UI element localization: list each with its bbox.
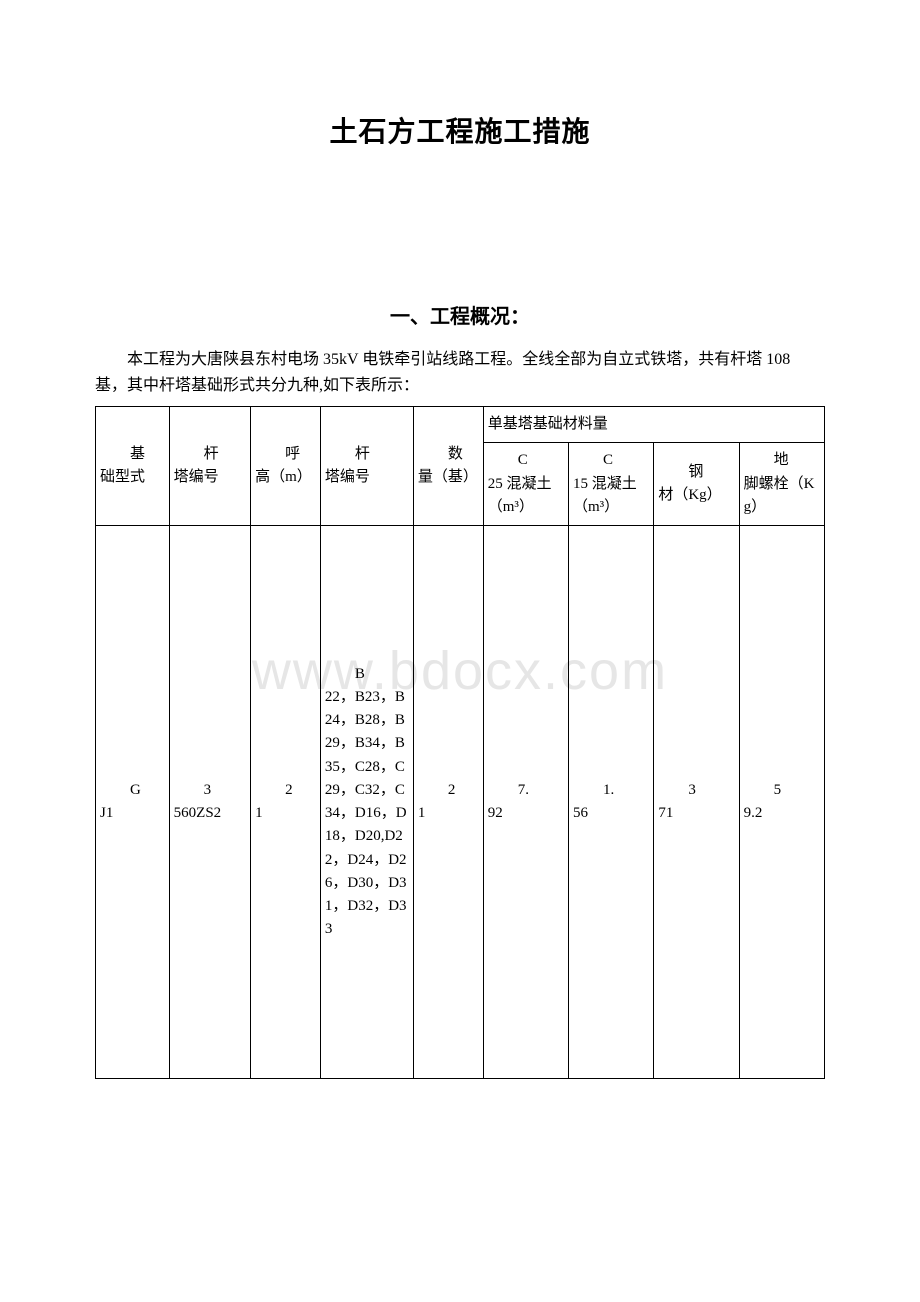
col-header-quantity: 数 量（基）: [413, 407, 483, 526]
col-header-call-height: 呼 高（m）: [251, 407, 321, 526]
hdr-l2: 材（Kg）: [658, 484, 734, 507]
cell-l1: B: [325, 663, 409, 686]
section-heading: 一、工程概况：: [95, 300, 825, 329]
content-layer: 土石方工程施工措施 一、工程概况： 本工程为大唐陕县东村电场 35kV 电铁牵引…: [95, 110, 825, 1079]
cell-steel: 3 71: [654, 526, 739, 1079]
hdr-l1: 基: [100, 443, 165, 466]
cell-quantity: 2 1: [413, 526, 483, 1079]
cell-l2: 9.2: [744, 802, 820, 825]
hdr-l2: 15 混凝土（m³）: [573, 473, 649, 520]
document-page: www.bdocx.com 土石方工程施工措施 一、工程概况： 本工程为大唐陕县…: [0, 0, 920, 1302]
hdr-l1: 数: [418, 443, 479, 466]
col-header-c25: C 25 混凝土（m³）: [483, 443, 568, 526]
document-title: 土石方工程施工措施: [95, 110, 825, 150]
cell-l2: 1: [418, 802, 479, 825]
col-header-steel: 钢 材（Kg）: [654, 443, 739, 526]
cell-l1: 7.: [488, 779, 564, 802]
hdr-l1: 杆: [174, 443, 246, 466]
cell-l2: 560ZS2: [174, 802, 246, 825]
cell-tower-code: 3 560ZS2: [169, 526, 250, 1079]
cell-call-height: 2 1: [251, 526, 321, 1079]
intro-paragraph: 本工程为大唐陕县东村电场 35kV 电铁牵引站线路工程。全线全部为自立式铁塔，共…: [95, 347, 825, 398]
cell-c25: 7. 92: [483, 526, 568, 1079]
hdr-l2: 塔编号: [325, 466, 409, 489]
hdr-l2: 脚螺栓（Kg）: [744, 473, 820, 520]
col-header-tower-code-2: 杆 塔编号: [320, 407, 413, 526]
hdr-l1: 钢: [658, 461, 734, 484]
cell-l2: 56: [573, 802, 649, 825]
hdr-l2: 塔编号: [174, 466, 246, 489]
cell-l1: 3: [174, 779, 246, 802]
foundation-table: 基 础型式 杆 塔编号 呼 高（m） 杆 塔编号 数 量（基）: [95, 406, 825, 1079]
hdr-l1: C: [573, 449, 649, 472]
hdr-l2: 量（基）: [418, 466, 479, 489]
cell-foundation-type: G J1: [96, 526, 170, 1079]
hdr-l1: C: [488, 449, 564, 472]
cell-l1: 1.: [573, 779, 649, 802]
cell-l2: 92: [488, 802, 564, 825]
cell-c15: 1. 56: [569, 526, 654, 1079]
table-header-row-1: 基 础型式 杆 塔编号 呼 高（m） 杆 塔编号 数 量（基）: [96, 407, 825, 443]
col-header-c15: C 15 混凝土（m³）: [569, 443, 654, 526]
cell-l2: 71: [658, 802, 734, 825]
cell-l2: 1: [255, 802, 316, 825]
cell-rest: 22，B23，B24，B28，B29，B34，B35，C28，C29，C32，C…: [325, 686, 409, 942]
hdr-l2: 高（m）: [255, 466, 316, 489]
hdr-l2: 25 混凝土（m³）: [488, 473, 564, 520]
col-header-tower-code: 杆 塔编号: [169, 407, 250, 526]
cell-anchor-bolt: 5 9.2: [739, 526, 824, 1079]
cell-tower-codes-list: B 22，B23，B24，B28，B29，B34，B35，C28，C29，C32…: [320, 526, 413, 1079]
hdr-l1: 杆: [325, 443, 409, 466]
cell-l1: 2: [418, 779, 479, 802]
cell-l1: 3: [658, 779, 734, 802]
cell-l1: G: [100, 779, 165, 802]
hdr-l1: 地: [744, 449, 820, 472]
col-header-group-materials: 单基塔基础材料量: [483, 407, 824, 443]
cell-l1: 5: [744, 779, 820, 802]
cell-l1: 2: [255, 779, 316, 802]
hdr-l2: 础型式: [100, 466, 165, 489]
cell-l2: J1: [100, 802, 165, 825]
hdr-l1: 呼: [255, 443, 316, 466]
col-header-foundation-type: 基 础型式: [96, 407, 170, 526]
col-header-anchor-bolt: 地 脚螺栓（Kg）: [739, 443, 824, 526]
table-row: G J1 3 560ZS2 2 1 B 22，B23，B24，B28，B29，B…: [96, 526, 825, 1079]
